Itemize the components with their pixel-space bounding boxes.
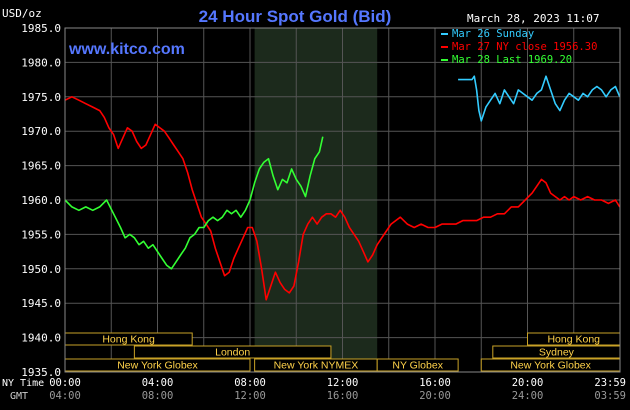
session-label: NY Globex bbox=[392, 360, 443, 372]
gmt-tick-label: 08:00 bbox=[142, 390, 174, 402]
series-group bbox=[64, 75, 621, 301]
y-tick-label: 1975.0 bbox=[21, 91, 61, 104]
x-tick-label: 16:00 bbox=[419, 377, 451, 389]
plot-border bbox=[64, 27, 621, 373]
gmt-row-label: GMT bbox=[10, 391, 28, 402]
y-tick-labels: 1985.0 1980.0 1975.0 1970.0 1965.0 1960.0 1955… bbox=[21, 22, 61, 379]
y-tick-label: 1935.0 bbox=[21, 366, 61, 379]
gmt-tick-label: 24:00 bbox=[512, 390, 544, 402]
gmt-tick-label: 04:00 bbox=[49, 390, 81, 402]
session-label: Hong Kong bbox=[547, 334, 600, 346]
y-tick-label: 1965.0 bbox=[21, 160, 61, 173]
grid bbox=[65, 28, 620, 372]
series-line-1 bbox=[458, 75, 621, 122]
x-tick-label: 20:00 bbox=[512, 377, 544, 389]
legend-entry: Mar 27 NY close 1956.30 bbox=[452, 41, 597, 53]
session-label: New York Globex bbox=[117, 360, 198, 372]
y-tick-label: 1950.0 bbox=[21, 263, 61, 276]
y-tick-label: 1970.0 bbox=[21, 125, 61, 138]
y-tick-label: 1980.0 bbox=[21, 56, 61, 69]
session-bar bbox=[133, 345, 332, 359]
y-tick-label: 1955.0 bbox=[21, 228, 61, 241]
series-line-3 bbox=[64, 136, 324, 270]
session-label: New York Globex bbox=[510, 360, 591, 372]
x-tick-label: 12:00 bbox=[327, 377, 359, 389]
legend-entry: Mar 26 Sunday bbox=[452, 28, 534, 40]
gmt-tick-label: 20:00 bbox=[419, 390, 451, 402]
y-tick-label: 1945.0 bbox=[21, 297, 61, 310]
legend-entry: Mar 28 Last 1969.20 bbox=[452, 54, 572, 66]
unit-label: USD/oz bbox=[2, 7, 42, 20]
timestamp: March 28, 2023 11:07 bbox=[467, 12, 599, 25]
session-label: New York NYMEX bbox=[274, 360, 359, 372]
session-label: Sydney bbox=[539, 347, 575, 359]
gmt-tick-label: 12:00 bbox=[234, 390, 266, 402]
gmt-tick-label: 03:59 bbox=[594, 390, 626, 402]
x-tick-labels: 00:00 04:00 08:00 12:00 16:00 20:00 23:59 bbox=[49, 377, 626, 389]
session-label: London bbox=[215, 347, 250, 359]
x-row-label: NY Time bbox=[2, 378, 44, 389]
watermark: www.kitco.com bbox=[68, 41, 185, 58]
chart-title: 24 Hour Spot Gold (Bid) bbox=[199, 7, 392, 26]
series-line-2 bbox=[64, 96, 621, 301]
x-tick-label: 23:59 bbox=[594, 377, 626, 389]
x-tick-label: 08:00 bbox=[234, 377, 266, 389]
x-tick-label: 04:00 bbox=[142, 377, 174, 389]
gmt-tick-label: 16:00 bbox=[327, 390, 359, 402]
y-tick-label: 1985.0 bbox=[21, 22, 61, 35]
session-bar bbox=[376, 358, 459, 372]
session-label: Hong Kong bbox=[102, 334, 155, 346]
y-tick-label: 1960.0 bbox=[21, 194, 61, 207]
y-tick-label: 1940.0 bbox=[21, 332, 61, 345]
gmt-tick-labels: 04:00 08:00 12:00 16:00 20:00 24:00 03:59 bbox=[49, 390, 626, 402]
x-tick-label: 00:00 bbox=[49, 377, 81, 389]
plot-area: 1985.0 1980.0 1975.0 1970.0 1965.0 1960.0 1955… bbox=[21, 22, 621, 379]
